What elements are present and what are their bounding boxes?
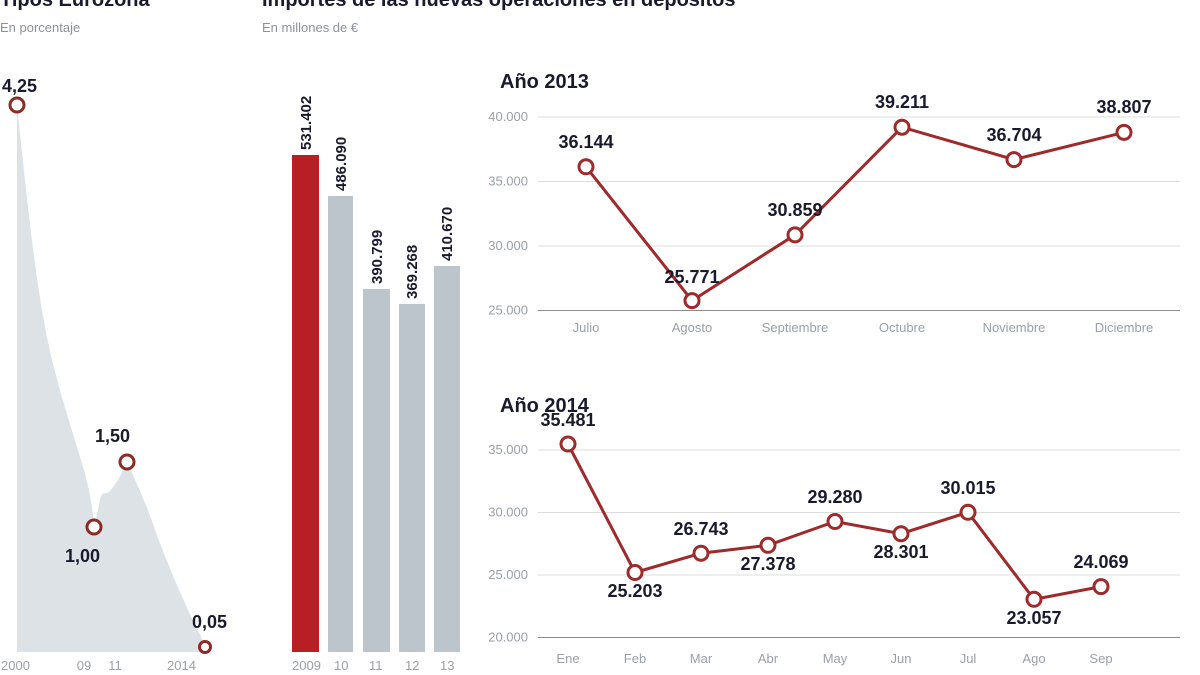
svg-text:May: May [823,651,848,666]
svg-text:Octubre: Octubre [879,320,925,335]
svg-text:23.057: 23.057 [1006,608,1061,628]
svg-text:Sep: Sep [1089,651,1112,666]
svg-text:38.807: 38.807 [1096,97,1151,117]
svg-text:29.280: 29.280 [807,487,862,507]
svg-text:39.211: 39.211 [875,92,929,112]
svg-text:Diciembre: Diciembre [1095,320,1154,335]
svg-text:Feb: Feb [624,651,646,666]
svg-text:40.000: 40.000 [488,109,528,124]
svg-text:Julio: Julio [573,320,600,335]
svg-text:30.000: 30.000 [488,238,528,253]
svg-text:25.000: 25.000 [488,303,528,318]
svg-text:26.743: 26.743 [673,519,728,539]
svg-text:30.859: 30.859 [767,200,822,220]
svg-text:Ago: Ago [1022,651,1045,666]
svg-text:Año 2013: Año 2013 [500,71,589,93]
svg-text:25.000: 25.000 [488,567,528,582]
svg-text:35.481: 35.481 [540,410,595,430]
svg-text:25.771: 25.771 [664,267,719,287]
svg-text:28.301: 28.301 [873,542,928,562]
svg-text:30.000: 30.000 [488,505,528,520]
svg-text:20.000: 20.000 [488,630,528,645]
svg-text:Noviembre: Noviembre [983,320,1046,335]
svg-text:Mar: Mar [690,651,713,666]
svg-text:24.069: 24.069 [1073,552,1128,572]
svg-text:25.203: 25.203 [607,581,662,601]
svg-text:30.015: 30.015 [940,478,995,498]
svg-text:36.144: 36.144 [558,132,613,152]
svg-text:35.000: 35.000 [488,174,528,189]
svg-text:27.378: 27.378 [740,554,795,574]
svg-text:Ene: Ene [556,651,579,666]
svg-text:Jun: Jun [891,651,912,666]
svg-text:Agosto: Agosto [672,320,712,335]
svg-text:35.000: 35.000 [488,442,528,457]
svg-text:Septiembre: Septiembre [762,320,828,335]
svg-text:36.704: 36.704 [986,125,1041,145]
svg-text:Abr: Abr [758,651,779,666]
svg-text:Jul: Jul [960,651,977,666]
